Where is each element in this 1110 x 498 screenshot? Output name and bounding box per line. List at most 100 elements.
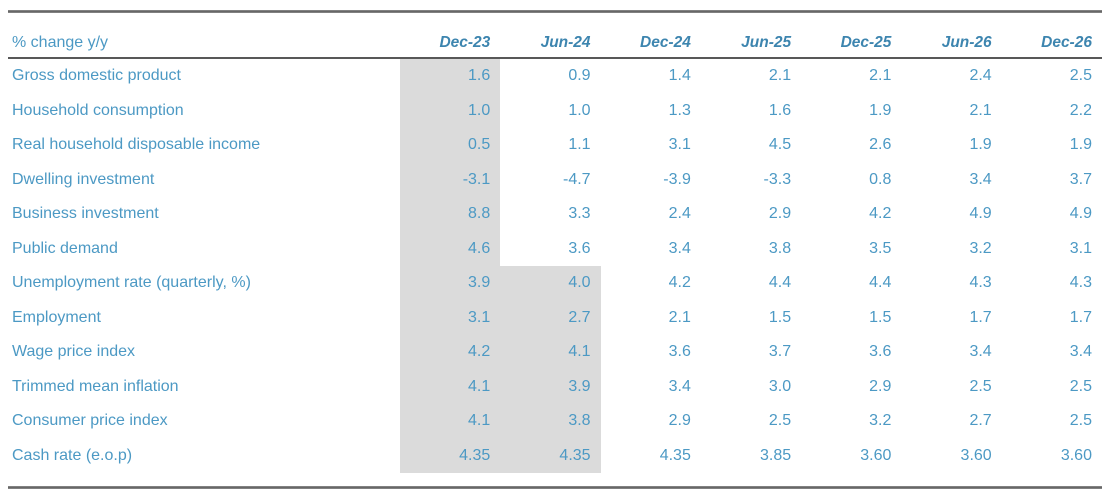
table-row: Consumer price index 4.1 3.8 2.9 2.5 3.2 2.7 2.… [8,404,1102,439]
value-cell: 4.6 [400,231,501,266]
row-label: Business investment [12,205,159,223]
forecast-table: % change y/y Dec-23 Jun-24 Dec-24 Jun-25 Dec… [8,10,1102,489]
table-body: Gross domestic product 1.6 0.9 1.4 2.1 2.1 2.4… [8,59,1102,473]
value-cell: 0.8 [869,170,892,188]
table-row: Dwelling investment -3.1 -4.7 -3.9 -3.3 0.8 3.… [8,162,1102,197]
value-cell: 4.35 [400,438,501,473]
value-cell: 2.9 [869,377,892,395]
value-cell: 4.35 [659,446,691,464]
value-cell: 8.8 [400,197,501,232]
value-cell: 3.5 [869,239,892,257]
column-header-dec-26: Dec-26 [1041,34,1092,51]
value-cell: 1.6 [400,59,501,94]
column-headers: Dec-23 Jun-24 Dec-24 Jun-25 Dec-25 Jun-26 Dec-… [400,34,1102,57]
value-cell: 4.3 [969,274,992,292]
value-cell: 1.7 [1069,308,1092,326]
row-label: Real household disposable income [12,136,261,154]
table-row: Household consumption 1.0 1.0 1.3 1.6 1.9 2.1 2… [8,93,1102,128]
value-cell: 4.1 [500,335,601,370]
value-cell: 3.60 [1060,446,1092,464]
value-cell: 3.4 [668,377,691,395]
row-label: Dwelling investment [12,170,155,188]
value-cell: 3.4 [969,343,992,361]
value-cell: 1.9 [869,101,892,119]
column-header-jun-26: Jun-26 [941,34,992,51]
value-cell: 3.2 [969,239,992,257]
row-label: Wage price index [12,343,136,361]
row-label: Gross domestic product [12,67,181,85]
value-cell: 3.2 [869,412,892,430]
table-row: Gross domestic product 1.6 0.9 1.4 2.1 2.1 2.4… [8,59,1102,94]
value-cell: -3.3 [763,170,792,188]
value-cell: 2.1 [869,67,892,85]
value-cell: 2.4 [969,67,992,85]
value-cell: 2.5 [1069,412,1092,430]
value-cell: 2.2 [1069,101,1092,119]
value-cell: 1.9 [1069,136,1092,154]
value-cell: 2.9 [668,412,691,430]
value-cell: 3.7 [768,343,792,361]
value-cell: 2.5 [969,377,992,395]
value-cell: 2.9 [768,205,792,223]
value-cell: 1.5 [768,308,792,326]
value-cell: 4.3 [1069,274,1092,292]
value-cell: 1.3 [668,101,691,119]
value-cell: 3.6 [869,343,892,361]
value-cell: 3.9 [500,369,601,404]
value-cell: 1.4 [668,67,691,85]
top-rule [8,10,1102,13]
value-cell: 3.6 [668,343,691,361]
value-cell: 3.6 [568,239,591,257]
value-cell: 2.5 [1069,377,1092,395]
column-header-dec-25: Dec-25 [840,34,892,51]
value-cell: 4.2 [869,205,892,223]
value-cell: 3.1 [668,136,691,154]
value-cell: -3.1 [400,162,501,197]
value-cell: 3.3 [568,205,591,223]
value-cell: 3.4 [668,239,691,257]
value-cell: 2.7 [500,300,601,335]
value-cell: 1.1 [568,136,591,154]
value-cell: 2.1 [768,67,792,85]
table-row: Employment 3.1 2.7 2.1 1.5 1.5 1.7 1.7 [8,300,1102,335]
column-header-dec-24: Dec-24 [640,34,691,51]
value-cell: 4.1 [400,369,501,404]
value-cell: 1.5 [869,308,892,326]
table-row: Unemployment rate (quarterly, %) 3.9 4.0 4.… [8,266,1102,301]
value-cell: 3.0 [768,377,792,395]
value-cell: 3.4 [969,170,992,188]
value-cell: 4.4 [869,274,892,292]
value-cell: 2.1 [969,101,992,119]
value-cell: 4.2 [400,335,501,370]
value-cell: 1.0 [568,101,591,119]
value-cell: 4.5 [768,136,792,154]
value-cell: 3.85 [759,446,792,464]
row-label: Consumer price index [12,412,168,430]
value-cell: 1.0 [400,93,501,128]
value-cell: 2.6 [869,136,892,154]
value-cell: 4.9 [969,205,992,223]
table-row: Cash rate (e.o.p) 4.35 4.35 4.35 3.85 3.60 3.6… [8,438,1102,473]
value-cell: 2.7 [969,412,992,430]
row-label: Employment [12,308,101,326]
value-cell: 3.4 [1069,343,1092,361]
table-row: Real household disposable income 0.5 1.1 3.… [8,128,1102,163]
row-label: Household consumption [12,101,184,119]
value-cell: 0.9 [568,67,591,85]
value-cell: -3.9 [663,170,691,188]
bottom-rule [8,486,1102,489]
value-cell: 4.2 [668,274,691,292]
column-header-dec-23: Dec-23 [439,34,491,51]
value-cell: 1.9 [969,136,992,154]
value-cell: 2.1 [668,308,691,326]
table-row: Business investment 8.8 3.3 2.4 2.9 4.2 4.9 4.9 [8,197,1102,232]
value-cell: 0.5 [400,128,501,163]
row-label: Unemployment rate (quarterly, %) [12,274,251,292]
row-label: Trimmed mean inflation [12,377,179,395]
value-cell: 3.7 [1069,170,1092,188]
table-row: Wage price index 4.2 4.1 3.6 3.7 3.6 3.4 3.4 [8,335,1102,370]
table-header-row: % change y/y Dec-23 Jun-24 Dec-24 Jun-25 Dec… [8,13,1102,57]
value-cell: 1.7 [969,308,992,326]
column-header-jun-25: Jun-25 [741,34,792,51]
